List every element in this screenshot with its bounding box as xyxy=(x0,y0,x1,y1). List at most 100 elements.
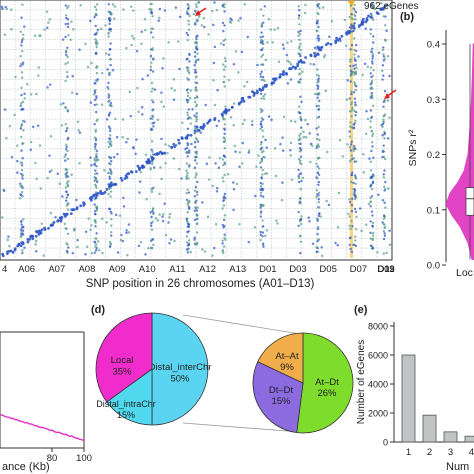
scatter-point xyxy=(21,37,25,40)
scatter-point xyxy=(21,232,24,235)
scatter-point xyxy=(336,225,340,229)
scatter-point-cis xyxy=(264,85,268,88)
scatter-point xyxy=(370,210,374,213)
scatter-point-cis xyxy=(364,20,368,24)
scatter-point xyxy=(103,169,106,172)
scatter-point xyxy=(238,165,241,168)
scatter-point xyxy=(222,199,225,203)
scatter-point xyxy=(382,100,386,104)
scatter-point xyxy=(353,22,356,25)
scatter-point xyxy=(158,192,161,196)
scatter-point xyxy=(78,48,81,51)
scatter-point xyxy=(354,10,358,14)
scatter-point xyxy=(369,231,372,235)
scatter-point xyxy=(50,169,53,172)
scatter-point xyxy=(185,162,189,165)
scatter-point xyxy=(108,162,111,165)
scatter-point xyxy=(255,165,258,168)
scatter-point xyxy=(135,49,139,53)
scatter-point xyxy=(376,251,379,254)
scatter-point xyxy=(110,234,113,237)
scatter-point xyxy=(207,178,211,181)
scatter-point xyxy=(316,29,319,33)
scatter-point xyxy=(160,100,163,103)
scatter-point-cis xyxy=(47,227,50,230)
scatter-point xyxy=(49,135,53,138)
scatter-point-cis xyxy=(145,160,149,164)
scatter-point xyxy=(185,151,188,154)
scatter-point xyxy=(352,123,356,126)
scatter-point xyxy=(194,68,197,72)
scatter-point xyxy=(382,118,385,122)
scatter-point xyxy=(152,121,156,124)
scatter-point xyxy=(369,244,373,247)
scatter-point xyxy=(350,71,353,74)
scatter-point xyxy=(369,169,373,172)
scatter-point xyxy=(116,251,120,254)
scatter-point xyxy=(95,152,98,156)
scatter-point xyxy=(223,85,226,88)
scatter-point xyxy=(107,3,110,6)
annotation-962-egenes: 962 eGenes xyxy=(364,1,419,12)
scatter-point xyxy=(299,251,302,255)
scatter-point xyxy=(263,79,266,83)
scatter-point xyxy=(259,35,262,39)
scatter-point xyxy=(187,207,191,211)
scatter-point xyxy=(150,128,154,131)
scatter-point xyxy=(383,24,387,27)
scatter-point xyxy=(354,110,358,114)
scatter-point xyxy=(193,189,197,192)
scatter-point xyxy=(45,10,49,13)
x-tick-label: A13 xyxy=(229,264,246,275)
x-tick-label: 1 xyxy=(406,447,411,458)
scatter-point xyxy=(150,224,153,227)
scatter-point xyxy=(348,243,351,247)
scatter-point-cis xyxy=(60,215,64,219)
x-tick-label: 2 xyxy=(427,447,432,458)
scatter-point xyxy=(384,39,387,42)
scatter-point xyxy=(65,70,69,74)
scatter-point xyxy=(149,117,152,120)
scatter-point xyxy=(215,186,219,190)
scatter-point xyxy=(66,25,70,29)
scatter-point xyxy=(304,3,307,7)
scatter-point xyxy=(369,120,372,123)
scatter-point-cis xyxy=(1,252,5,256)
scatter-point xyxy=(186,188,189,191)
scatter-point xyxy=(337,191,341,195)
scatter-point xyxy=(160,137,163,141)
scatter-point xyxy=(107,32,110,35)
scatter-point xyxy=(47,21,50,24)
scatter-point xyxy=(377,51,381,55)
pie-slice-dt-dt xyxy=(252,361,304,434)
scatter-point xyxy=(353,3,356,7)
scatter-point xyxy=(381,78,384,81)
scatter-point xyxy=(199,131,202,134)
scatter-point xyxy=(95,232,98,235)
scatter-point xyxy=(194,71,198,74)
scatter-point xyxy=(212,79,215,82)
scatter-point xyxy=(186,155,189,158)
scatter-point-cis xyxy=(52,220,56,224)
scatter-point xyxy=(195,231,199,234)
scatter-point xyxy=(48,83,52,86)
scatter-point xyxy=(366,65,370,68)
scatter-point xyxy=(297,224,300,228)
scatter-point xyxy=(29,140,33,144)
scatter-point xyxy=(151,87,154,90)
scatter-point xyxy=(382,252,386,255)
scatter-point xyxy=(87,217,90,220)
scatter-point xyxy=(188,96,192,100)
scatter-point xyxy=(172,98,176,102)
scatter-point xyxy=(108,168,112,171)
scatter-point xyxy=(186,127,190,130)
scatter-point xyxy=(196,241,199,245)
scatter-point xyxy=(311,242,315,245)
pie-slice-pct: 26% xyxy=(317,388,337,399)
scatter-point xyxy=(348,224,351,227)
scatter-point xyxy=(187,7,190,10)
scatter-point xyxy=(193,114,196,117)
scatter-point xyxy=(215,190,219,193)
scatter-point xyxy=(383,113,387,116)
scatter-point xyxy=(348,15,351,19)
